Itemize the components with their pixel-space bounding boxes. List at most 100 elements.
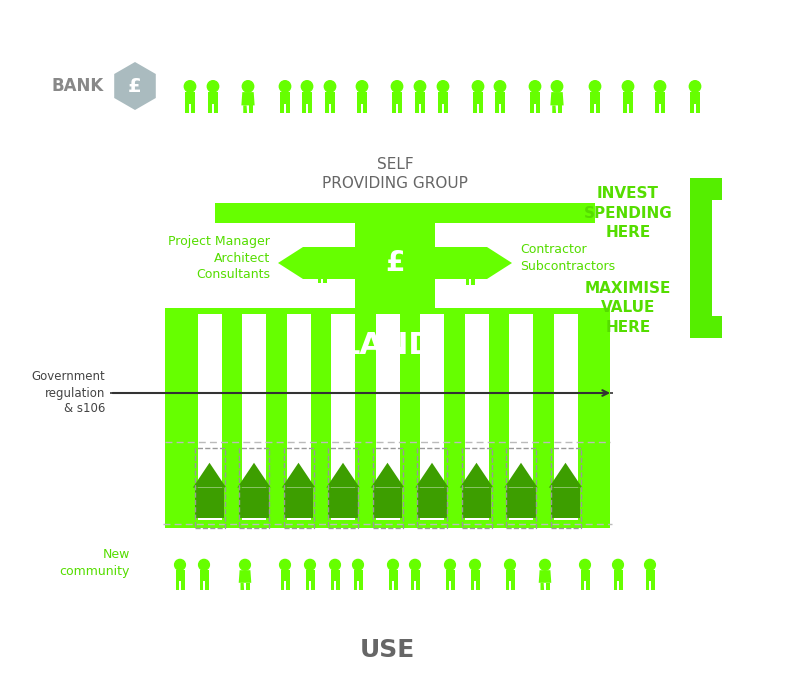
- Polygon shape: [596, 104, 600, 113]
- Polygon shape: [415, 92, 425, 104]
- Bar: [462, 487, 491, 518]
- Polygon shape: [281, 570, 290, 581]
- Text: Contractor
Subcontractors: Contractor Subcontractors: [520, 243, 615, 273]
- Polygon shape: [330, 581, 334, 590]
- Polygon shape: [421, 104, 425, 113]
- Polygon shape: [476, 581, 479, 590]
- Polygon shape: [331, 104, 334, 113]
- Text: MAXIMISE
VALUE
HERE: MAXIMISE VALUE HERE: [585, 281, 671, 336]
- Polygon shape: [506, 570, 514, 581]
- Text: LAND: LAND: [341, 332, 434, 360]
- Bar: [550, 448, 581, 528]
- Circle shape: [530, 81, 541, 92]
- Circle shape: [240, 559, 250, 570]
- Polygon shape: [323, 274, 326, 283]
- Polygon shape: [280, 104, 284, 113]
- Polygon shape: [241, 583, 244, 590]
- Polygon shape: [398, 104, 402, 113]
- Polygon shape: [690, 92, 700, 104]
- Polygon shape: [363, 104, 366, 113]
- Polygon shape: [590, 104, 594, 113]
- Circle shape: [414, 81, 426, 92]
- Bar: [462, 448, 491, 528]
- Polygon shape: [530, 92, 540, 104]
- Polygon shape: [282, 463, 315, 487]
- Bar: [286, 314, 310, 520]
- Circle shape: [494, 81, 506, 92]
- Polygon shape: [661, 104, 665, 113]
- Bar: [331, 314, 355, 520]
- Polygon shape: [286, 581, 290, 590]
- Circle shape: [472, 81, 484, 92]
- Polygon shape: [690, 178, 722, 338]
- Polygon shape: [506, 581, 509, 590]
- Bar: [373, 448, 402, 528]
- Polygon shape: [470, 581, 474, 590]
- Polygon shape: [318, 263, 326, 274]
- Polygon shape: [446, 570, 454, 581]
- Polygon shape: [655, 92, 665, 104]
- Bar: [551, 487, 580, 518]
- Polygon shape: [655, 104, 659, 113]
- Polygon shape: [286, 104, 290, 113]
- Polygon shape: [311, 581, 314, 590]
- Bar: [465, 314, 489, 520]
- Polygon shape: [246, 583, 250, 590]
- Polygon shape: [435, 247, 512, 279]
- Polygon shape: [619, 581, 622, 590]
- Polygon shape: [646, 570, 654, 581]
- Bar: [239, 487, 269, 518]
- Bar: [355, 223, 435, 308]
- Text: BANK: BANK: [52, 77, 104, 95]
- Text: £: £: [386, 249, 405, 277]
- Polygon shape: [474, 104, 477, 113]
- Polygon shape: [458, 263, 466, 271]
- Polygon shape: [371, 463, 404, 487]
- Bar: [239, 448, 269, 528]
- Circle shape: [242, 81, 254, 92]
- Polygon shape: [249, 105, 253, 113]
- Polygon shape: [208, 104, 212, 113]
- Polygon shape: [410, 570, 419, 581]
- Polygon shape: [479, 104, 482, 113]
- Circle shape: [505, 559, 515, 570]
- Polygon shape: [614, 570, 622, 581]
- Polygon shape: [646, 581, 649, 590]
- Text: Project Manager
Architect
Consultants: Project Manager Architect Consultants: [168, 235, 270, 281]
- Polygon shape: [495, 92, 505, 104]
- Circle shape: [539, 559, 550, 570]
- Bar: [554, 314, 578, 520]
- Polygon shape: [460, 463, 493, 487]
- Circle shape: [184, 81, 196, 92]
- Polygon shape: [358, 104, 361, 113]
- Circle shape: [330, 559, 341, 570]
- Polygon shape: [410, 581, 414, 590]
- Circle shape: [465, 254, 475, 265]
- Bar: [215, 203, 595, 223]
- Polygon shape: [438, 104, 442, 113]
- Polygon shape: [281, 581, 284, 590]
- Circle shape: [279, 81, 290, 92]
- Polygon shape: [558, 105, 562, 113]
- Polygon shape: [415, 463, 449, 487]
- Bar: [420, 314, 444, 520]
- Polygon shape: [623, 92, 633, 104]
- Bar: [418, 487, 446, 518]
- Polygon shape: [511, 581, 514, 590]
- Circle shape: [365, 233, 425, 293]
- Polygon shape: [696, 104, 700, 113]
- Polygon shape: [541, 583, 544, 590]
- Bar: [506, 487, 536, 518]
- Polygon shape: [536, 104, 540, 113]
- Polygon shape: [186, 104, 189, 113]
- Circle shape: [324, 81, 336, 92]
- Circle shape: [207, 81, 218, 92]
- Circle shape: [622, 81, 634, 92]
- Polygon shape: [392, 104, 396, 113]
- Polygon shape: [590, 92, 600, 104]
- Polygon shape: [474, 92, 482, 104]
- Polygon shape: [389, 581, 392, 590]
- Circle shape: [198, 559, 210, 570]
- Polygon shape: [354, 570, 362, 581]
- Polygon shape: [186, 92, 194, 104]
